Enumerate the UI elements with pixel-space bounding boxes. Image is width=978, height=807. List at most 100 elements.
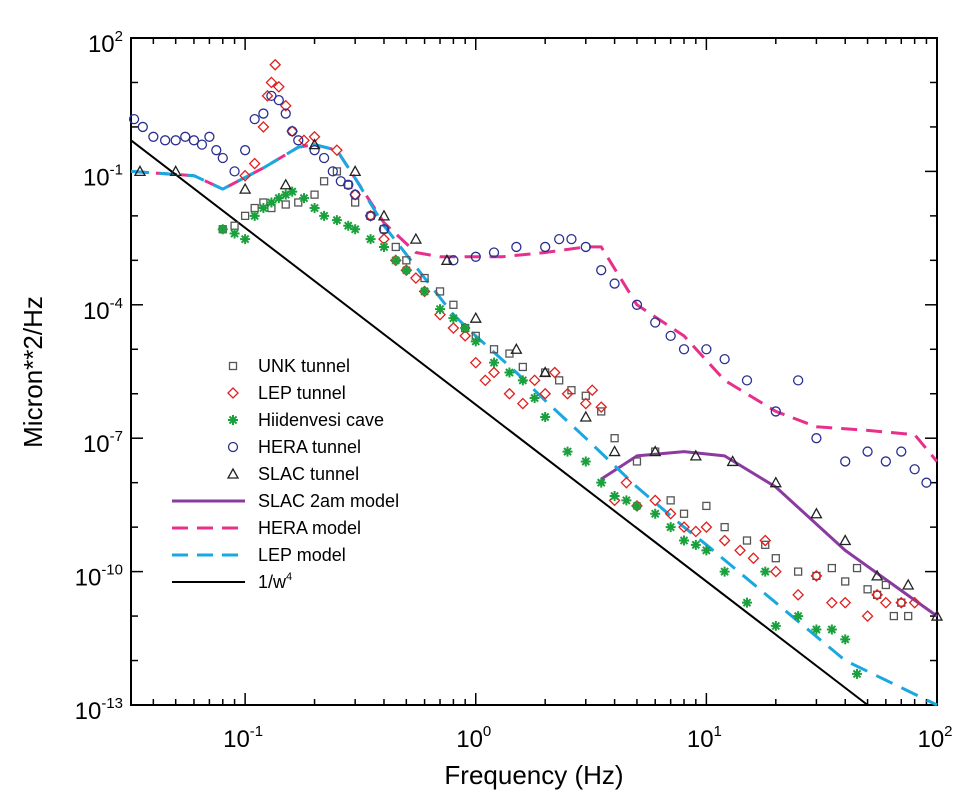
data-point (679, 509, 689, 518)
x-tick-label: 10-1 (223, 723, 263, 753)
data-point (239, 182, 252, 194)
x-tick-labels: 10-1 100 101 102 (223, 723, 952, 753)
y-tick-label: 10-7 (83, 428, 123, 458)
data-point (810, 569, 823, 582)
data-point (540, 241, 551, 253)
data-point (879, 596, 892, 609)
data-point (308, 138, 321, 150)
data-point (350, 224, 361, 235)
data-point (434, 308, 446, 321)
data-point (561, 387, 574, 400)
data-point (133, 165, 147, 177)
data-point (266, 90, 277, 102)
data-point (811, 433, 822, 444)
data-point (678, 521, 690, 534)
data-point (349, 165, 362, 177)
data-point (280, 108, 291, 119)
data-point (792, 588, 805, 601)
data-point (227, 387, 239, 399)
data-point (511, 241, 522, 253)
data-point (204, 131, 215, 142)
data-point (580, 241, 591, 253)
data-point (902, 578, 915, 590)
data-point (293, 135, 304, 146)
data-point (287, 186, 298, 197)
data-point (378, 224, 390, 235)
data-point (170, 135, 181, 146)
data-point (489, 345, 499, 354)
legend-label: UNK tunnel (258, 356, 350, 376)
data-point (331, 215, 342, 226)
data-point (889, 611, 899, 621)
data-point (327, 166, 338, 177)
data-point (554, 233, 565, 245)
data-point (701, 545, 712, 556)
data-point (488, 247, 500, 258)
data-point (811, 624, 822, 635)
data-point (701, 344, 712, 355)
data-point (608, 445, 621, 457)
data-point (567, 386, 576, 395)
data-point (760, 566, 771, 577)
data-point (741, 597, 752, 608)
data-point (793, 611, 804, 622)
data-point (298, 134, 310, 147)
legend-label: LEP model (258, 545, 346, 565)
data-point (227, 441, 239, 453)
data-point (720, 522, 729, 532)
y-tick-label: 10-1 (83, 161, 123, 191)
data-point (825, 596, 838, 609)
data-point (240, 211, 250, 221)
data-point (449, 300, 458, 309)
y-tick-label: 10-10 (75, 562, 123, 592)
data-point (852, 563, 862, 573)
data-point (863, 585, 872, 594)
data-point (448, 313, 459, 324)
data-point (609, 491, 620, 502)
data-point (741, 375, 753, 386)
data-point (391, 242, 400, 252)
data-point (366, 211, 375, 221)
data-point (539, 387, 552, 400)
axis-ticks (131, 37, 938, 706)
data-point (230, 221, 239, 230)
data-point (379, 225, 389, 234)
data-point (377, 209, 391, 221)
data-point (239, 145, 251, 156)
data-point (488, 366, 500, 379)
data-point (812, 571, 821, 581)
data-point (881, 580, 890, 590)
data-point (810, 507, 823, 519)
data-point (265, 76, 278, 89)
data-point (769, 565, 782, 578)
data-point (649, 494, 662, 507)
data-point (390, 255, 401, 266)
data-point (700, 521, 713, 534)
data-point (188, 135, 200, 146)
data-point (827, 563, 837, 573)
data-point (365, 210, 376, 222)
data-point (897, 598, 906, 607)
series-line (130, 143, 939, 463)
data-point (250, 203, 259, 213)
data-point (479, 374, 492, 387)
data-point (249, 113, 260, 125)
legend-label: SLAC tunnel (258, 464, 359, 484)
x-tick-label: 102 (917, 723, 952, 753)
data-point (896, 446, 907, 457)
data-point (310, 190, 319, 199)
data-point (272, 80, 285, 93)
data-point (609, 278, 620, 289)
series-line (130, 139, 869, 706)
data-point (470, 251, 481, 262)
data-point (759, 534, 772, 547)
data-point (690, 539, 701, 550)
data-point (666, 496, 675, 505)
data-point (726, 455, 739, 467)
data-point (258, 203, 269, 214)
data-point (459, 329, 472, 342)
data-point (228, 415, 238, 425)
legend-label: SLAC 2am model (258, 491, 399, 511)
data-point (409, 272, 422, 284)
